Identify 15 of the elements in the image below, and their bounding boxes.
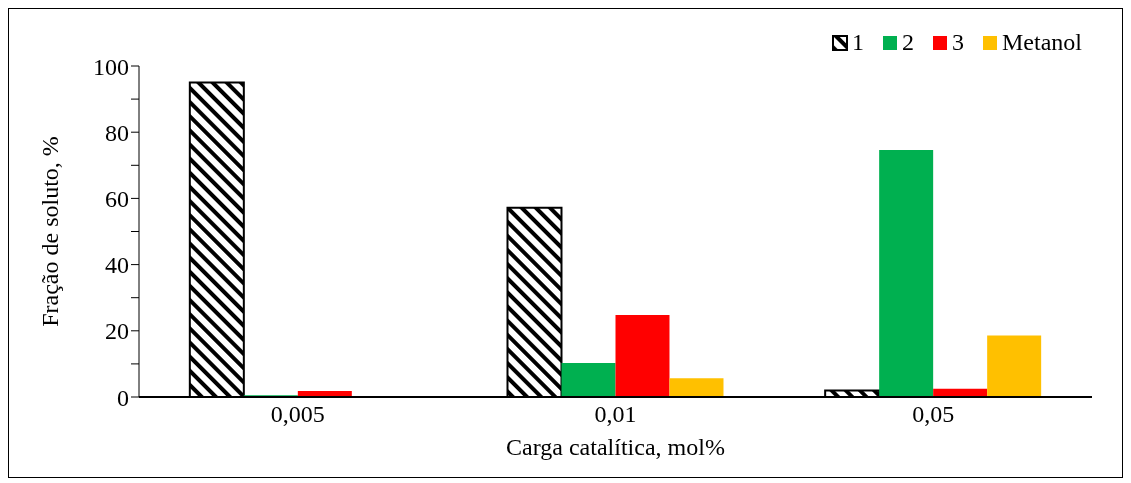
y-tick-label: 60 — [105, 185, 129, 212]
x-tick-label: 0,005 — [270, 401, 325, 428]
x-axis-title: Carga catalítica, mol% — [506, 434, 725, 460]
y-tick-label: 20 — [105, 318, 129, 345]
legend-label: 1 — [852, 29, 865, 56]
y-tick-label: 40 — [105, 252, 129, 279]
y-tick-label: 0 — [117, 384, 129, 411]
legend-label: 2 — [902, 29, 915, 56]
x-tick-label: 0,01 — [594, 401, 637, 428]
legend-label: 3 — [952, 29, 965, 56]
x-tick-label: 0,05 — [912, 401, 955, 428]
y-axis-title: Fração de soluto, % — [36, 136, 63, 327]
legend-label: Metanol — [1002, 29, 1082, 56]
y-tick-label: 80 — [105, 119, 129, 146]
y-tick-label: 100 — [93, 53, 129, 80]
